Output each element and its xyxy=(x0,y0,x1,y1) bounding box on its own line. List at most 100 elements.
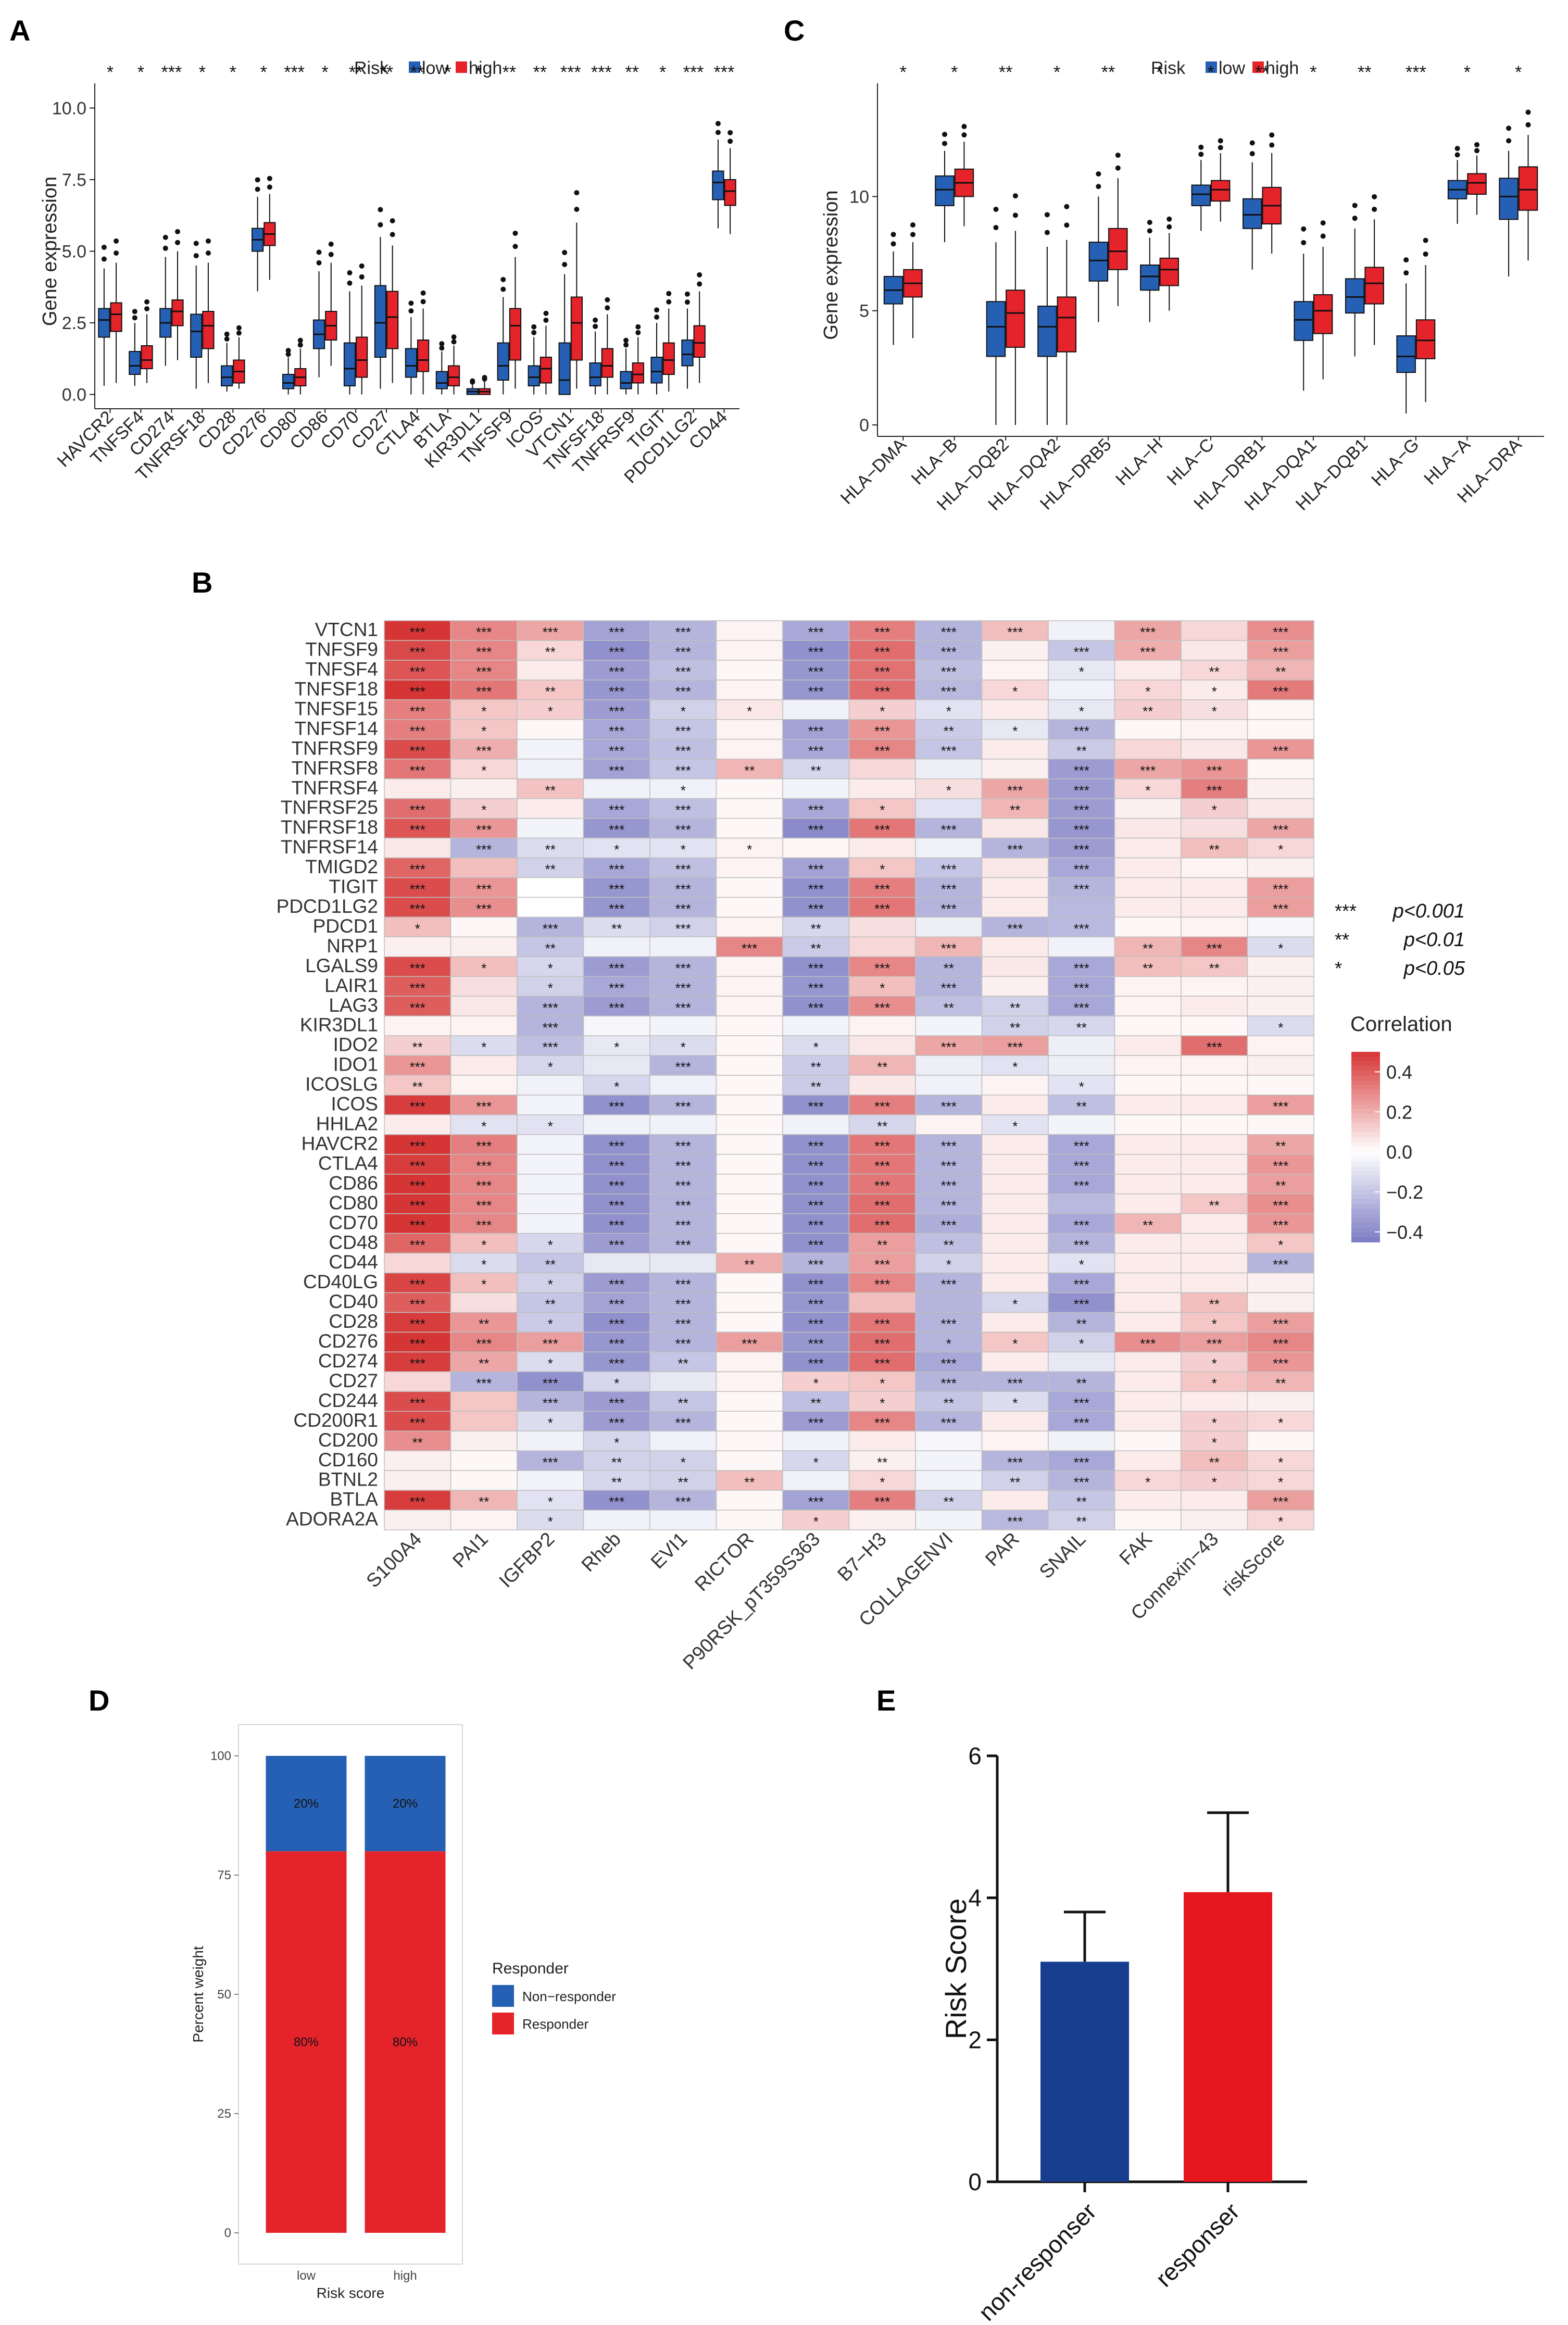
legend-swatch-low xyxy=(409,61,420,73)
outlier-point xyxy=(1064,222,1070,228)
heatmap-sig: *** xyxy=(1273,882,1288,897)
heatmap-cell xyxy=(716,1035,783,1056)
significance-mark: * xyxy=(1207,62,1214,82)
heatmap-sig: * xyxy=(1212,1415,1217,1430)
heatmap-cell xyxy=(517,798,584,819)
heatmap-cell xyxy=(782,620,850,641)
heatmap-cell xyxy=(981,1430,1049,1451)
heatmap-cell xyxy=(981,1470,1049,1491)
outlier-point xyxy=(114,250,119,256)
outlier-point xyxy=(101,244,107,250)
heatmap-sig: *** xyxy=(1140,1336,1156,1352)
heatmap-sig: * xyxy=(481,1277,486,1292)
heatmap-cell xyxy=(1114,1233,1182,1254)
heatmap-sig: *** xyxy=(874,624,890,640)
heatmap-sig: * xyxy=(548,960,553,976)
heatmap-sig: *** xyxy=(941,1178,957,1193)
outlier-point xyxy=(328,241,334,247)
colorbar-segment xyxy=(1351,1199,1380,1204)
heatmap-cell xyxy=(848,1154,916,1175)
heatmap-cell xyxy=(981,1391,1049,1412)
heatmap-cell xyxy=(716,877,783,898)
heatmap-row-label: CD40 xyxy=(329,1291,378,1312)
heatmap-sig: *** xyxy=(808,1099,824,1114)
heatmap-cell xyxy=(782,1213,850,1234)
colorbar-segment xyxy=(1351,1142,1380,1148)
heatmap-cell xyxy=(981,1331,1049,1353)
outlier-point xyxy=(531,330,537,335)
heatmap-cell xyxy=(1181,956,1248,977)
outlier-point xyxy=(1372,194,1377,199)
outlier-point xyxy=(1506,125,1512,131)
heatmap-sig: *** xyxy=(808,1316,824,1332)
heatmap-cell xyxy=(915,680,983,700)
outlier-point xyxy=(1249,151,1255,157)
outlier-point xyxy=(1249,140,1255,146)
heatmap-cell xyxy=(583,1174,650,1195)
heatmap-sig: *** xyxy=(675,1297,691,1312)
heatmap-cell xyxy=(981,956,1049,977)
heatmap-cell xyxy=(716,1470,783,1491)
outlier-point xyxy=(378,222,383,228)
heatmap-cell xyxy=(450,1174,518,1195)
heatmap-cell xyxy=(716,956,783,977)
heatmap-cell xyxy=(981,897,1049,918)
heatmap-cell xyxy=(981,1213,1049,1234)
box-low xyxy=(221,365,233,386)
heatmap-row-label: CD160 xyxy=(318,1449,378,1471)
heatmap-cell xyxy=(649,1213,717,1234)
heatmap-cell xyxy=(1114,1252,1182,1274)
heatmap-sig: *** xyxy=(941,644,957,660)
heatmap-cell xyxy=(1114,719,1182,740)
heatmap-sig: ** xyxy=(678,1356,688,1372)
outlier-point xyxy=(543,317,549,323)
heatmap-sig: *** xyxy=(1007,1039,1023,1055)
legend-label-high: high xyxy=(1265,58,1299,78)
x-tick-label: responser xyxy=(1150,2197,1245,2292)
heatmap-cell xyxy=(1247,996,1314,1016)
heatmap-sig: ** xyxy=(545,783,556,798)
y-tick-label: 0 xyxy=(224,2226,231,2240)
outlier-point xyxy=(500,277,506,282)
y-tick-label: 0 xyxy=(968,2168,982,2195)
outlier-point xyxy=(1198,144,1204,150)
heatmap-cell xyxy=(782,897,850,918)
heatmap-cell xyxy=(848,640,916,661)
heatmap-cell xyxy=(450,640,518,661)
heatmap-cell xyxy=(981,837,1049,859)
heatmap-sig: ** xyxy=(1076,1375,1087,1391)
box-high xyxy=(202,311,215,349)
heatmap-cell xyxy=(915,1055,983,1076)
heatmap-sig: ** xyxy=(811,1059,821,1075)
heatmap-sig: *** xyxy=(1074,1277,1089,1292)
heatmap-sig: * xyxy=(1278,940,1283,956)
heatmap-sig: * xyxy=(1212,703,1217,719)
outlier-point xyxy=(715,121,721,127)
colorbar-segment xyxy=(1351,1156,1380,1162)
heatmap-sig: *** xyxy=(410,1494,425,1510)
heatmap-sig: * xyxy=(1012,684,1018,699)
heatmap-cell xyxy=(1247,640,1314,661)
heatmap-cell xyxy=(450,818,518,839)
box-high xyxy=(386,291,399,349)
heatmap-cell xyxy=(782,1351,850,1373)
heatmap-cell xyxy=(1114,1411,1182,1431)
heatmap-sig: * xyxy=(1012,1336,1018,1352)
heatmap-cell xyxy=(1181,897,1248,918)
heatmap-cell xyxy=(848,1430,916,1451)
heatmap-cell xyxy=(583,1095,650,1115)
heatmap-cell xyxy=(915,1411,983,1431)
heatmap-cell xyxy=(1114,738,1182,760)
heatmap-cell xyxy=(716,1075,783,1096)
x-tick-label: non-responser xyxy=(973,2197,1102,2325)
heatmap-sig: *** xyxy=(941,1217,957,1233)
heatmap-sig: *** xyxy=(675,1316,691,1332)
heatmap-cell xyxy=(782,1292,850,1313)
heatmap-cell xyxy=(1247,1174,1314,1195)
heatmap-sig: *** xyxy=(1074,1158,1089,1174)
outlier-point xyxy=(961,123,967,129)
heatmap-sig: *** xyxy=(410,1000,425,1015)
heatmap-cell xyxy=(1048,620,1115,641)
heatmap-cell xyxy=(1181,857,1248,878)
box-high xyxy=(1057,296,1077,353)
